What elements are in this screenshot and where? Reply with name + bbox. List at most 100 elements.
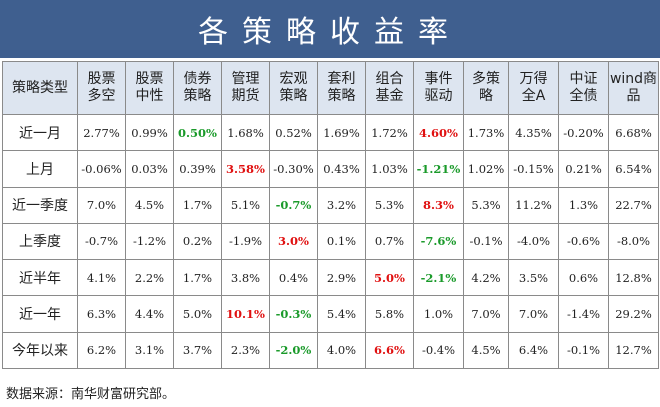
table-cell: -0.7% — [77, 222, 126, 261]
table-cell: 0.21% — [558, 150, 609, 188]
table-cell: 11.2% — [508, 186, 559, 224]
table-cell: -8.0% — [608, 222, 659, 261]
table-cell: 4.1% — [77, 259, 126, 297]
row-label: 近一季度 — [2, 186, 78, 224]
table-cell: 5.0% — [365, 259, 414, 297]
table-cell: 2.9% — [317, 259, 366, 297]
table-cell: -0.3% — [269, 295, 318, 333]
table-cell: 1.03% — [365, 150, 414, 188]
table-cell: 6.3% — [77, 295, 126, 333]
table-cell: 0.39% — [173, 150, 222, 188]
table-cell: 5.4% — [317, 295, 366, 333]
table-cell: 7.0% — [463, 295, 509, 333]
table-cell: 12.7% — [608, 331, 659, 370]
row-label: 上月 — [2, 150, 78, 188]
table-cell: -0.06% — [77, 150, 126, 188]
table-cell: 5.8% — [365, 295, 414, 333]
table-cell: 2.77% — [77, 113, 126, 152]
table-cell: 0.52% — [269, 113, 318, 152]
table-cell: 3.5% — [508, 259, 559, 297]
header-strategy-type: 策略类型 — [2, 61, 78, 115]
table-cell: 7.0% — [77, 186, 126, 224]
row-label: 近一月 — [2, 113, 78, 152]
strategy-returns-table: 策略类型 股票 多空 股票 中性 债券 策略 管理 期货 宏观 策略 套利 策略 组合 基金 事件 驱动 多策略万… — [2, 61, 659, 370]
table-cell: 1.7% — [173, 259, 222, 297]
table-cell: 5.0% — [173, 295, 222, 333]
table-cell: 0.50% — [173, 113, 222, 152]
row-label: 今年以来 — [2, 331, 78, 370]
table-cell: -2.1% — [413, 259, 464, 297]
table-cell: 0.1% — [317, 222, 366, 261]
table-cell: 1.0% — [413, 295, 464, 333]
table-cell: -0.30% — [269, 150, 318, 188]
table-row: 近一季度 7.0% 4.5% 1.7% 5.1% -0.7% 3.2% 5.3% 8.3% 5.3… — [2, 186, 659, 224]
table-cell: 3.8% — [221, 259, 270, 297]
table-cell: -2.0% — [269, 331, 318, 370]
table-row: 今年以来 6.2% 3.1% 3.7% 2.3% -2.0% 4.0% 6.6% -0.4% 4.… — [2, 331, 659, 370]
table-cell: 3.1% — [125, 331, 174, 370]
table-cell: 6.54% — [608, 150, 659, 188]
table-cell: 6.6% — [365, 331, 414, 370]
table-cell: -1.21% — [413, 150, 464, 188]
column-header: 宏观 策略 — [269, 61, 318, 115]
table-row: 近半年 4.1% 2.2% 1.7% 3.8% 0.4% 2.9% 5.0% -2.1% 4.2%… — [2, 259, 659, 297]
table-cell: 3.0% — [269, 222, 318, 261]
table-cell: 5.3% — [365, 186, 414, 224]
table-cell: 7.0% — [508, 295, 559, 333]
table-cell: 4.5% — [125, 186, 174, 224]
table-cell: -1.4% — [558, 295, 609, 333]
row-label: 近一年 — [2, 295, 78, 333]
row-label: 近半年 — [2, 259, 78, 297]
page-title: 各策略收益率 — [0, 0, 660, 58]
table-cell: 1.69% — [317, 113, 366, 152]
table-cell: 0.03% — [125, 150, 174, 188]
table-cell: 3.2% — [317, 186, 366, 224]
column-header: 债券 策略 — [173, 61, 222, 115]
table-cell: -1.9% — [221, 222, 270, 261]
column-header: 事件 驱动 — [413, 61, 464, 115]
table-cell: 4.4% — [125, 295, 174, 333]
table-cell: 0.6% — [558, 259, 609, 297]
table-cell: 29.2% — [608, 295, 659, 333]
table-cell: 4.5% — [463, 331, 509, 370]
table-cell: -0.1% — [558, 331, 609, 370]
table-cell: 0.2% — [173, 222, 222, 261]
table-cell: 12.8% — [608, 259, 659, 297]
table-cell: -0.15% — [508, 150, 559, 188]
column-header: 股票 中性 — [125, 61, 174, 115]
table-cell: 0.99% — [125, 113, 174, 152]
table-row: 上季度 -0.7% -1.2% 0.2% -1.9% 3.0% 0.1% 0.7% -7.6% -… — [2, 222, 659, 261]
table-cell: 2.2% — [125, 259, 174, 297]
column-header: 万得 全A — [508, 61, 559, 115]
table-cell: 0.43% — [317, 150, 366, 188]
table-cell: 3.58% — [221, 150, 270, 188]
table-cell: 22.7% — [608, 186, 659, 224]
table-body: 近一月 2.77% 0.99% 0.50% 1.68% 0.52% 1.69% 1.72% 4.… — [2, 113, 659, 370]
table-cell: 3.7% — [173, 331, 222, 370]
table-cell: 4.60% — [413, 113, 464, 152]
table-cell: -0.4% — [413, 331, 464, 370]
column-header: 多策略 — [463, 61, 509, 115]
table-cell: 4.35% — [508, 113, 559, 152]
table-cell: 2.3% — [221, 331, 270, 370]
table-cell: 1.7% — [173, 186, 222, 224]
table-cell: 6.2% — [77, 331, 126, 370]
table-header-row: 策略类型 股票 多空 股票 中性 债券 策略 管理 期货 宏观 策略 套利 策略 组合 基金 事件 驱动 多策略万… — [2, 61, 659, 115]
table-cell: 1.72% — [365, 113, 414, 152]
table-cell: 4.0% — [317, 331, 366, 370]
table-cell: 10.1% — [221, 295, 270, 333]
table-cell: 1.73% — [463, 113, 509, 152]
table-cell: -0.7% — [269, 186, 318, 224]
table-cell: 0.4% — [269, 259, 318, 297]
column-header: 股票 多空 — [77, 61, 126, 115]
table-cell: 1.02% — [463, 150, 509, 188]
table-cell: -7.6% — [413, 222, 464, 261]
table-cell: 0.7% — [365, 222, 414, 261]
table-cell: 5.3% — [463, 186, 509, 224]
table-cell: -0.1% — [463, 222, 509, 261]
table-cell: -0.6% — [558, 222, 609, 261]
table-cell: -0.20% — [558, 113, 609, 152]
column-header: wind商品 — [608, 61, 659, 115]
table-cell: 4.2% — [463, 259, 509, 297]
table-cell: 1.3% — [558, 186, 609, 224]
